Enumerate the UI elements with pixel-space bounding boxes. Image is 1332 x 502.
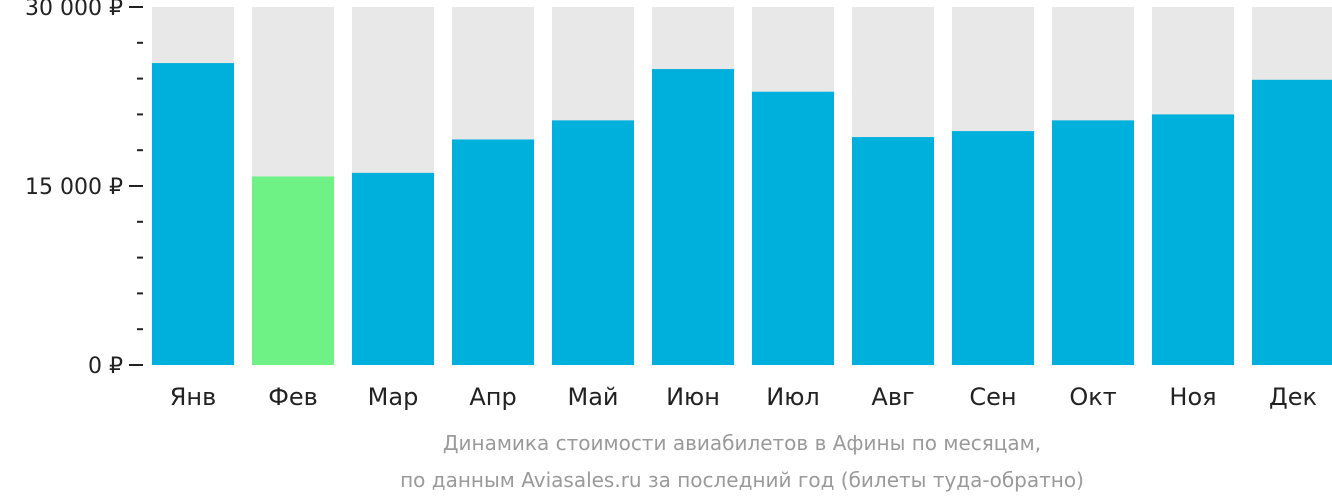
x-tick-label: Июн <box>666 383 720 411</box>
x-tick-label: Май <box>567 383 618 411</box>
x-tick-label: Окт <box>1069 383 1116 411</box>
x-tick-label: Апр <box>469 383 516 411</box>
bar-8 <box>852 137 934 365</box>
bar-2 <box>252 176 334 365</box>
bar-11 <box>1152 114 1234 366</box>
x-tick-label: Фев <box>268 383 318 411</box>
bar-9 <box>952 131 1034 365</box>
bar-3 <box>352 172 434 365</box>
x-axis-labels: Янв Фев Мар Апр Май Июн Июл Авг Сен Окт Ноя Дек <box>170 383 1317 411</box>
y-tick-label: 30 000 ₽ <box>25 0 123 21</box>
bar-7 <box>752 91 834 365</box>
chart-caption-line-2: по данным Aviasales.ru за последний год … <box>400 468 1084 492</box>
x-tick-label: Ноя <box>1169 383 1216 411</box>
x-tick-label: Июл <box>766 383 820 411</box>
x-tick-label: Авг <box>871 383 914 411</box>
bar-6 <box>652 69 734 365</box>
y-tick-label: 15 000 ₽ <box>25 175 123 200</box>
bar-10 <box>1052 120 1134 365</box>
bar-4 <box>452 139 534 365</box>
chart-caption-line-1: Динамика стоимости авиабилетов в Афины п… <box>443 431 1041 455</box>
bar-5 <box>552 120 634 365</box>
x-tick-label: Дек <box>1269 383 1317 411</box>
bar-12 <box>1252 79 1332 365</box>
y-tick-label: 0 ₽ <box>88 354 123 379</box>
bar-1 <box>152 63 234 365</box>
bar-group <box>152 63 1332 366</box>
x-tick-label: Сен <box>969 383 1016 411</box>
x-tick-label: Янв <box>170 383 217 411</box>
x-tick-label: Мар <box>368 383 419 411</box>
y-axis: 0 ₽ 15 000 ₽ 30 000 ₽ <box>25 0 143 379</box>
